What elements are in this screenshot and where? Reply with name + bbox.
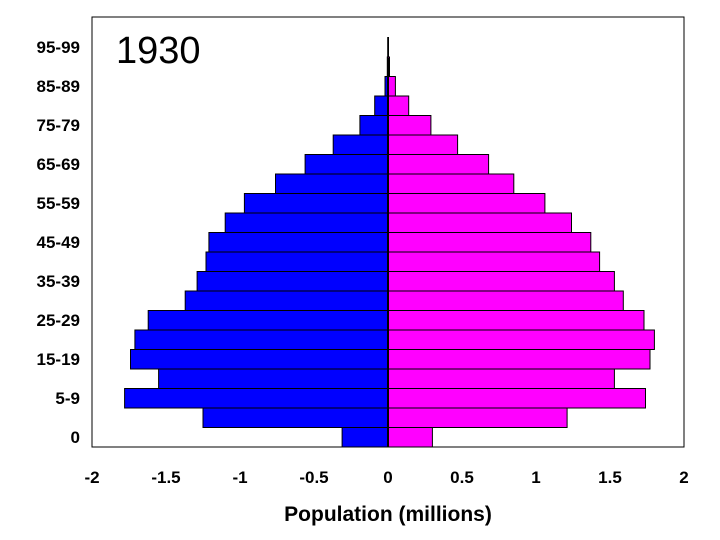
- x-axis-title: Population (millions): [284, 503, 492, 526]
- right-bar-70-74: [387, 134, 459, 155]
- right-bar-35-39: [387, 271, 615, 292]
- right-bar-75-79: [387, 115, 432, 136]
- right-bar-40-44: [387, 251, 601, 272]
- left-bar-35-39: [196, 271, 389, 292]
- y-tick-label: 45-49: [37, 233, 80, 252]
- left-bar-25-29: [147, 310, 389, 331]
- right-bar-55-59: [387, 193, 546, 214]
- right-bar-45-49: [387, 232, 592, 253]
- left-bar-30-34: [184, 290, 389, 311]
- y-tick-label: 25-29: [37, 311, 80, 330]
- right-bar-80-84: [387, 95, 410, 116]
- x-tick-label: -2: [84, 468, 99, 487]
- x-tick-label: 0.5: [450, 468, 474, 487]
- left-bar-15-19: [130, 349, 389, 370]
- y-tick-label: 55-59: [37, 194, 80, 213]
- left-bar-50-54: [224, 212, 389, 233]
- right-bar-15-19: [387, 349, 651, 370]
- y-tick-label: 95-99: [37, 38, 80, 57]
- chart-title: 1930: [116, 30, 201, 72]
- x-tick-label: 2: [679, 468, 688, 487]
- right-bar-25-29: [387, 310, 645, 331]
- y-tick-label: 5-9: [55, 389, 80, 408]
- right-bar-60-64: [387, 173, 515, 194]
- x-tick-label: 1: [531, 468, 540, 487]
- right-bar-5-9: [387, 388, 646, 409]
- right-bar-65-69: [387, 154, 490, 175]
- right-bar-85-89: [387, 76, 396, 97]
- x-tick-label: 0: [383, 468, 392, 487]
- left-bar-0: [341, 427, 389, 448]
- right-bar-95-99: [387, 37, 389, 58]
- right-bar-1-4: [387, 407, 568, 428]
- x-tick-label: 1.5: [598, 468, 622, 487]
- right-bar-0: [387, 427, 433, 448]
- y-tick-label: 85-89: [37, 77, 80, 96]
- right-bar-50-54: [387, 212, 572, 233]
- left-bar-70-74: [332, 134, 389, 155]
- left-bar-20-24: [134, 329, 389, 350]
- right-bar-10-14: [387, 368, 615, 389]
- y-tick-label: 15-19: [37, 350, 80, 369]
- right-bar-20-24: [387, 329, 655, 350]
- y-tick-label: 65-69: [37, 155, 80, 174]
- left-bar-45-49: [208, 232, 389, 253]
- left-bar-75-79: [359, 115, 389, 136]
- left-bar-55-59: [243, 193, 389, 214]
- y-tick-label: 35-39: [37, 272, 80, 291]
- left-bar-40-44: [205, 251, 389, 272]
- left-bar-80-84: [374, 95, 389, 116]
- x-tick-label: -0.5: [299, 468, 328, 487]
- left-bar-10-14: [158, 368, 389, 389]
- left-bar-65-69: [304, 154, 389, 175]
- y-tick-label: 0: [71, 428, 80, 447]
- left-bar-1-4: [202, 407, 389, 428]
- left-bar-5-9: [124, 388, 389, 409]
- x-tick-label: -1: [232, 468, 247, 487]
- right-bar-30-34: [387, 290, 624, 311]
- left-bar-60-64: [275, 173, 389, 194]
- y-tick-label: 75-79: [37, 116, 80, 135]
- x-tick-label: -1.5: [151, 468, 180, 487]
